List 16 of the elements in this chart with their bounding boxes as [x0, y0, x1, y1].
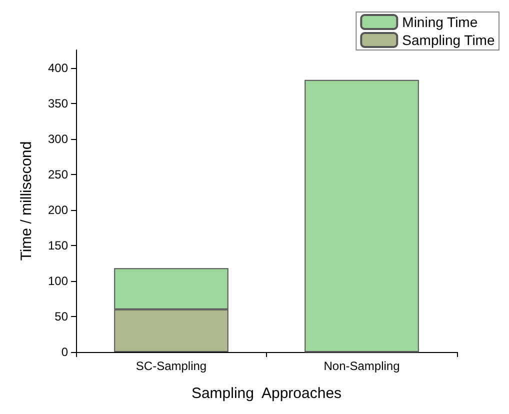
bar [304, 80, 419, 352]
legend-label: Sampling Time [402, 32, 495, 48]
y-tick-label: 300 [48, 132, 68, 146]
y-tick-label: 0 [61, 345, 68, 359]
x-axis-title: Sampling Approaches [191, 385, 342, 402]
y-tick-label: 150 [48, 238, 68, 252]
y-tick-label: 100 [48, 274, 68, 288]
y-tick-label: 400 [48, 60, 68, 75]
y-tick-label: 350 [48, 96, 68, 110]
y-tick-label: 50 [54, 309, 68, 324]
y-tick-label: 200 [48, 202, 68, 217]
legend-label: Mining Time [402, 14, 478, 30]
x-tick-label: Non-Sampling [324, 359, 400, 373]
y-axis-title: Time / millisecond [18, 141, 35, 261]
y-tick-label: 250 [48, 167, 68, 182]
x-tick-label: SC-Sampling [136, 359, 207, 373]
